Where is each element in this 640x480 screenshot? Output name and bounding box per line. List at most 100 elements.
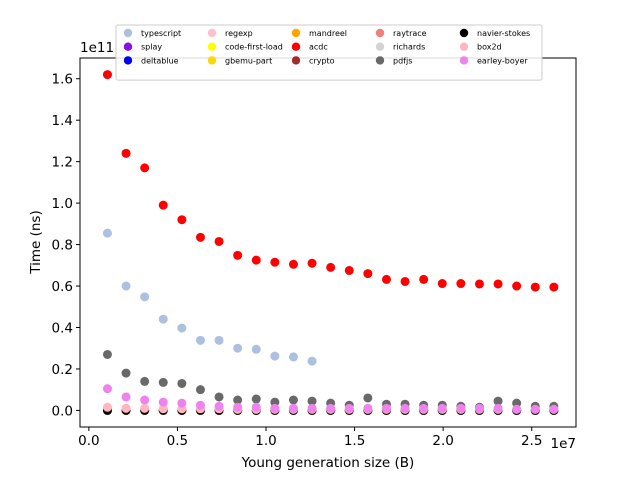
data-point (419, 274, 429, 284)
data-point (381, 403, 391, 413)
y-tick-label: 1.2 (52, 155, 73, 171)
legend-marker (291, 42, 301, 51)
data-point (530, 404, 540, 414)
data-point (326, 403, 336, 413)
data-point (102, 384, 112, 394)
data-point (121, 148, 131, 158)
data-point (251, 402, 261, 412)
data-point (140, 395, 150, 405)
y-tick-label: 0.0 (52, 403, 73, 419)
legend-marker (123, 28, 133, 38)
data-point (437, 279, 447, 289)
data-point (140, 163, 150, 173)
data-point (270, 403, 280, 413)
x-axis-offset: 1e7 (551, 436, 576, 452)
data-point (251, 394, 261, 404)
legend-label: splay (141, 43, 162, 52)
series-earley-boyer (102, 384, 559, 414)
data-point (158, 200, 168, 210)
data-point (400, 403, 410, 413)
data-point (344, 265, 354, 275)
data-point (102, 349, 112, 359)
legend-label: acdc (309, 43, 328, 52)
data-point (363, 269, 373, 279)
y-axis-offset: 1e11 (80, 40, 114, 56)
legend-item: deltablue (123, 56, 179, 65)
legend-marker (123, 56, 133, 65)
data-point (251, 344, 261, 354)
data-point (158, 404, 168, 414)
data-point (493, 279, 503, 289)
data-point (493, 403, 503, 413)
data-point (307, 396, 317, 406)
x-tick-label: 0.5 (167, 433, 188, 449)
legend-marker (123, 42, 133, 51)
data-point (474, 279, 484, 289)
data-point (307, 258, 317, 268)
legend-item: gbemu-part (207, 56, 272, 65)
data-point (549, 404, 559, 414)
data-point (177, 215, 187, 225)
data-point (195, 400, 205, 410)
legend-label: crypto (309, 56, 335, 65)
data-point (326, 262, 336, 272)
y-tick-label: 0.4 (52, 320, 73, 336)
x-tick-label: 1.0 (255, 433, 276, 449)
legend-marker (459, 28, 469, 38)
legend-marker (207, 56, 217, 65)
data-point (288, 403, 298, 413)
x-tick-label: 0.0 (78, 433, 99, 449)
y-tick-label: 1.0 (52, 196, 73, 212)
legend-label: pdfjs (393, 56, 412, 65)
data-point (102, 228, 112, 238)
data-point (400, 276, 410, 286)
y-tick-label: 0.8 (52, 238, 73, 254)
data-point (233, 343, 243, 353)
data-point (512, 398, 522, 408)
legend-label: raytrace (393, 29, 427, 38)
series-typescript (102, 228, 317, 366)
data-point (121, 403, 131, 413)
data-point (158, 397, 168, 407)
x-tick-label: 2.5 (521, 433, 542, 449)
data-point (195, 335, 205, 345)
x-tick-label: 2.0 (432, 433, 453, 449)
data-point (214, 236, 224, 246)
data-point (121, 368, 131, 378)
legend-label: deltablue (141, 56, 179, 65)
data-point (158, 377, 168, 387)
data-point (214, 401, 224, 411)
data-point (437, 403, 447, 413)
legend-label: typescript (141, 29, 181, 38)
legend-label: mandreel (309, 29, 347, 38)
legend-marker (459, 56, 469, 65)
legend-label: navier-stokes (477, 29, 530, 38)
series-acdc (102, 70, 559, 292)
legend-item: mandreel (291, 28, 347, 38)
legend-marker (291, 28, 301, 38)
data-point (140, 403, 150, 413)
legend-item: crypto (291, 56, 335, 65)
data-point (307, 356, 317, 366)
data-point (270, 397, 280, 407)
y-axis: 0.0 0.2 0.4 0.6 0.8 1.0 1.2 1.4 1.6 (52, 72, 80, 419)
data-point (288, 395, 298, 405)
data-point (158, 314, 168, 324)
data-point (288, 259, 298, 269)
legend-item: code-first-load (207, 42, 283, 52)
legend-item: acdc (291, 42, 328, 52)
data-point (288, 352, 298, 362)
data-point (140, 292, 150, 302)
data-point (214, 392, 224, 402)
y-tick-label: 0.2 (52, 362, 73, 378)
data-point (214, 335, 224, 345)
data-point (121, 392, 131, 402)
legend-item: pdfjs (375, 56, 412, 65)
data-point (251, 255, 261, 265)
data-point (270, 351, 280, 361)
legend-item: typescript (123, 28, 181, 38)
data-point (363, 393, 373, 403)
legend-item: raytrace (375, 28, 427, 38)
legend-marker (375, 56, 385, 65)
